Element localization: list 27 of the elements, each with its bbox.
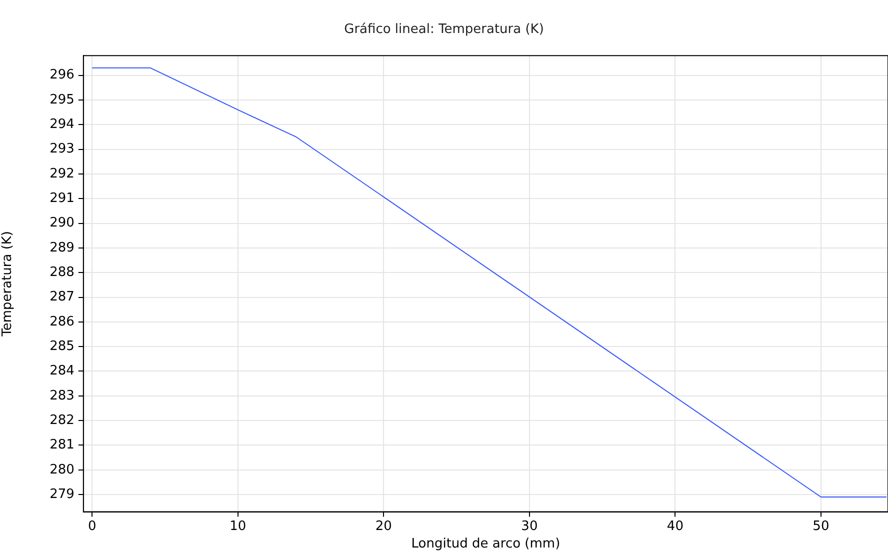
x-tick-label: 30 (521, 518, 538, 534)
y-tick-label: 294 (50, 117, 74, 132)
y-tick-label: 281 (50, 438, 74, 453)
x-tick-label: 0 (88, 518, 96, 534)
x-tick-label: 50 (812, 518, 830, 534)
y-axis-title: Temperatura (K) (0, 230, 16, 338)
y-tick-label: 282 (50, 412, 74, 428)
y-tick-label: 295 (50, 92, 74, 108)
y-tick-label: 291 (50, 191, 74, 206)
y-tick-label: 293 (50, 142, 74, 157)
chart-title: Gráfico lineal: Temperatura (K) (344, 22, 544, 38)
y-tick-label: 287 (50, 290, 74, 305)
y-tick-label: 288 (50, 264, 74, 280)
y-tick-label: 279 (50, 486, 74, 502)
x-axis-title: Longitud de arco (mm) (411, 536, 560, 552)
y-tick-label: 290 (50, 216, 74, 231)
x-tick-label: 20 (375, 518, 392, 534)
x-tick-label: 40 (666, 518, 684, 534)
y-tick-label: 296 (50, 68, 74, 83)
y-tick-label: 292 (50, 166, 74, 182)
y-tick-label: 286 (50, 314, 74, 330)
y-tick-label: 289 (50, 240, 74, 256)
x-tick-label: 10 (230, 518, 246, 534)
y-tick-label: 285 (50, 338, 74, 354)
y-tick-label: 280 (50, 462, 74, 478)
y-tick-label: 284 (50, 364, 74, 379)
y-tick-label: 283 (50, 388, 74, 404)
